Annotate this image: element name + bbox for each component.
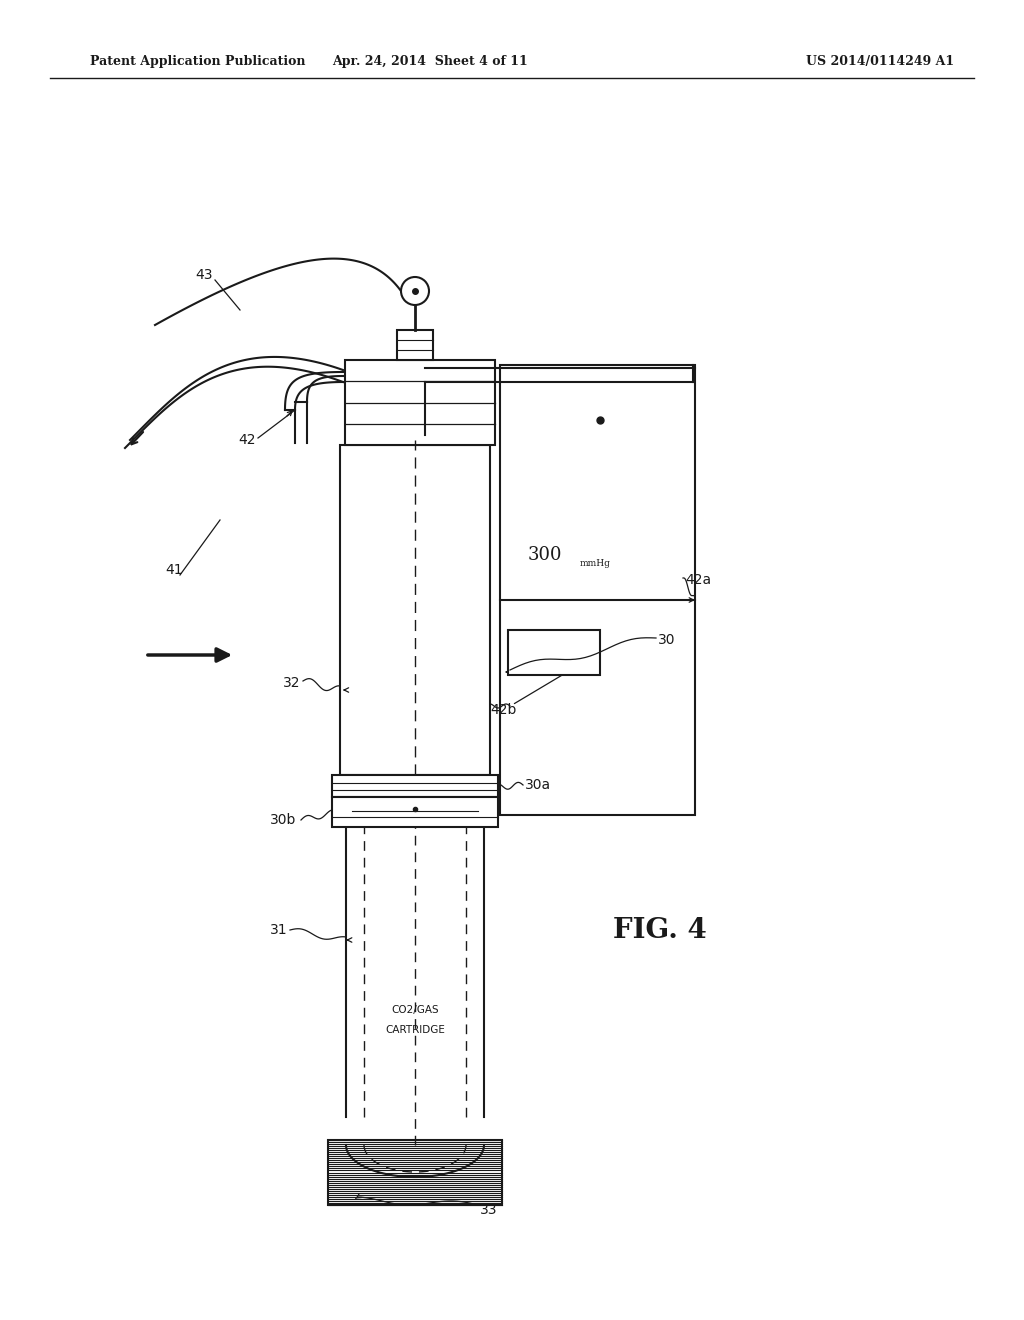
Bar [345,360,495,445]
Text: 41: 41 [165,564,182,577]
Text: 42: 42 [238,433,256,447]
Bar [328,1140,502,1205]
Text: 31: 31 [270,923,288,937]
Bar [397,330,433,360]
Text: 32: 32 [283,676,300,690]
Text: 30a: 30a [525,777,551,792]
Circle shape [401,277,429,305]
Text: 42a: 42a [685,573,711,587]
Bar [500,366,695,814]
Bar [332,797,498,828]
Bar [508,630,600,675]
Text: CARTRIDGE: CARTRIDGE [385,1026,445,1035]
Text: Patent Application Publication: Patent Application Publication [90,55,305,69]
Text: CO2/GAS: CO2/GAS [391,1005,439,1015]
Text: 33: 33 [480,1203,498,1217]
Text: US 2014/0114249 A1: US 2014/0114249 A1 [806,55,954,69]
Text: 300: 300 [528,546,562,564]
Text: 30b: 30b [270,813,296,828]
Bar [340,445,490,775]
Text: 30: 30 [658,634,676,647]
Text: 43: 43 [195,268,213,282]
Text: Apr. 24, 2014  Sheet 4 of 11: Apr. 24, 2014 Sheet 4 of 11 [332,55,528,69]
Text: 42b: 42b [490,704,516,717]
Text: FIG. 4: FIG. 4 [613,916,707,944]
Bar [332,775,498,797]
Text: mmHg: mmHg [580,558,611,568]
